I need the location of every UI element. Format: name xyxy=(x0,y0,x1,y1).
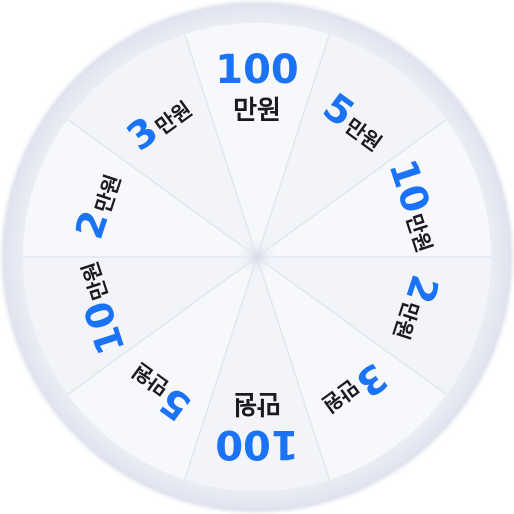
segment-divider xyxy=(67,256,258,396)
prize-amount: 100 xyxy=(215,47,299,93)
wheel-segment xyxy=(257,257,491,395)
svg-text:2만원: 2만원 xyxy=(67,167,130,244)
wheel-segment xyxy=(67,257,257,480)
wheel-hub xyxy=(235,235,279,279)
wheel-segment xyxy=(23,119,257,258)
prize-unit: 만원 xyxy=(233,96,281,126)
wheel-segment xyxy=(257,257,447,480)
wheel-segment xyxy=(184,257,330,492)
prize-unit: 만원 xyxy=(233,388,281,418)
wheel-segment xyxy=(257,34,447,258)
wheel-segment xyxy=(257,119,491,258)
segment-divider xyxy=(183,256,258,480)
segment-divider xyxy=(256,256,447,396)
segment-divider xyxy=(256,34,331,258)
svg-text:100만원: 100만원 xyxy=(215,47,299,126)
wheel-segment xyxy=(184,22,330,258)
prize-amount: 100 xyxy=(215,421,299,467)
svg-text:100만원: 100만원 xyxy=(215,388,299,467)
segment-divider xyxy=(256,256,331,480)
prize-label: 100만원 xyxy=(215,388,299,467)
wheel-segment xyxy=(23,257,257,395)
wheel-segment xyxy=(67,34,257,258)
segment-divider xyxy=(256,118,447,258)
prize-label: 2만원 xyxy=(67,167,130,244)
segment-divider xyxy=(183,34,258,258)
segment-divider xyxy=(67,118,258,258)
